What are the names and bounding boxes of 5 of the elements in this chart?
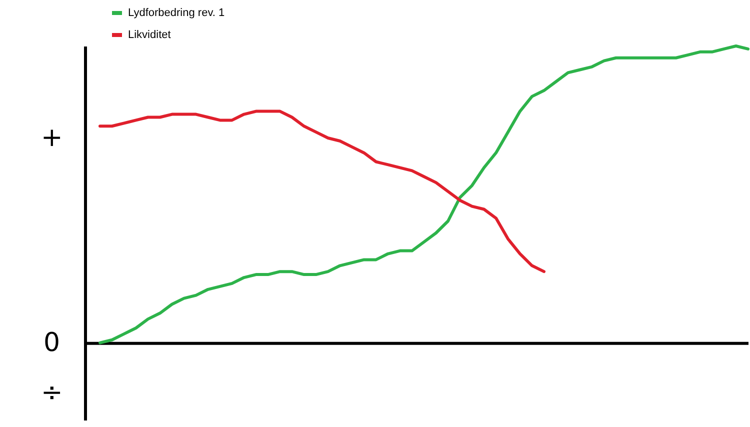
legend-label: Lydforbedring rev. 1: [128, 7, 225, 19]
text: ÷: [41, 378, 63, 408]
text: +: [41, 123, 63, 154]
text: 0: [44, 328, 60, 358]
legend-label: Likviditet: [128, 29, 171, 41]
